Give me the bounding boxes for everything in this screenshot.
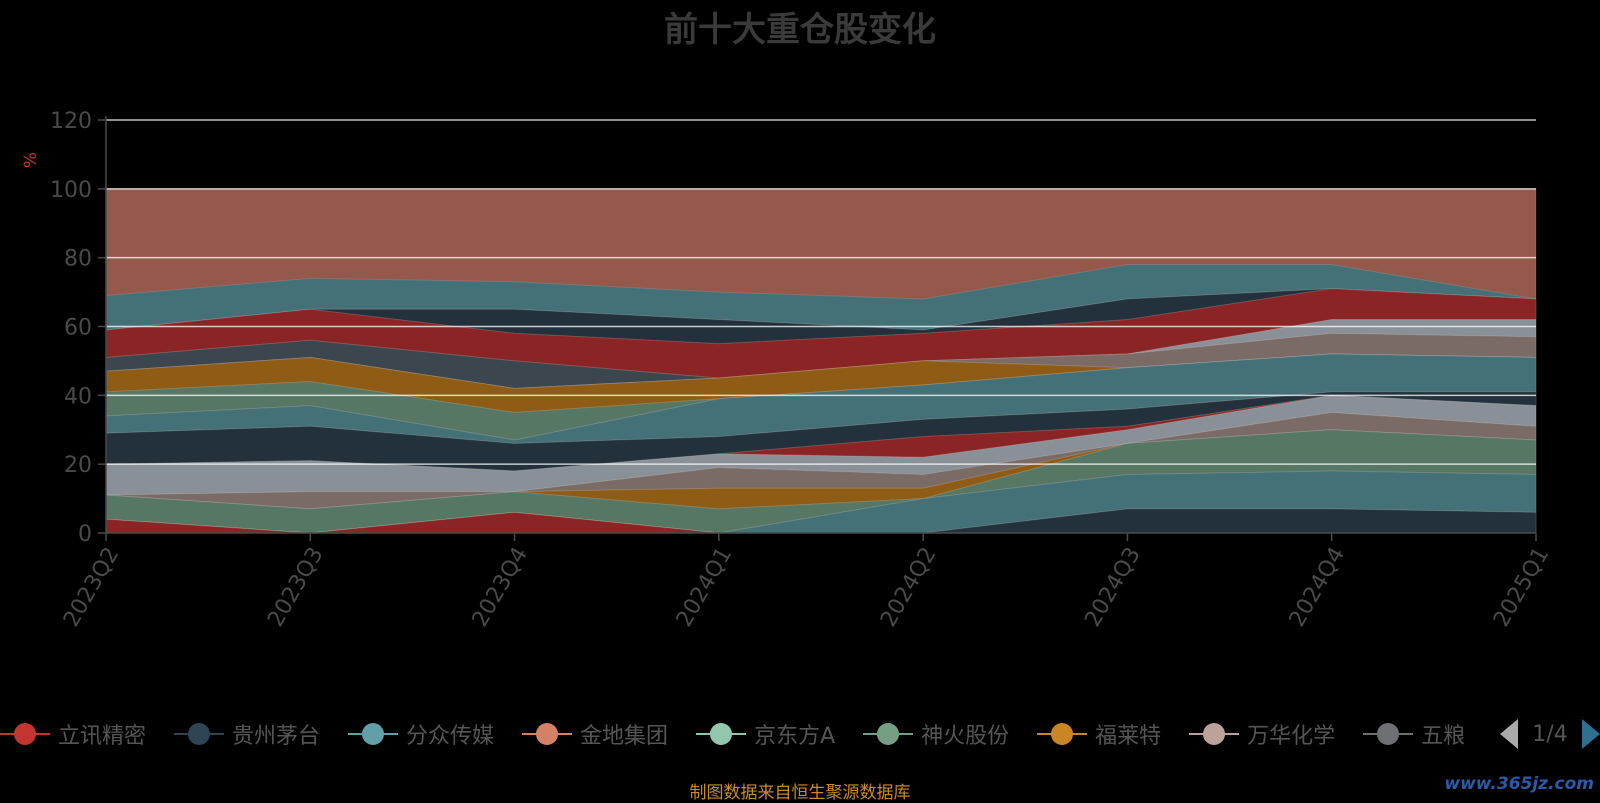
x-tick-label: 2023Q2 [59, 543, 124, 631]
legend-pager: 1/4 [1500, 718, 1600, 750]
y-tick-label: 40 [64, 384, 92, 409]
legend-marker-icon [1037, 722, 1088, 746]
y-tick-label: 100 [50, 178, 92, 203]
grid-lines [106, 119, 1536, 465]
legend-marker-icon [696, 722, 747, 746]
y-tick-label: 120 [50, 109, 92, 134]
y-axis-label: % [21, 152, 41, 168]
legend-label: 分众传媒 [406, 724, 495, 749]
legend-label: 万华化学 [1247, 724, 1336, 749]
x-tick-label: 2024Q4 [1285, 543, 1350, 631]
legend-next-arrow-icon[interactable] [1582, 719, 1600, 749]
legend-prev-arrow-icon[interactable] [1500, 719, 1518, 749]
legend-label: 五粮 [1421, 724, 1466, 749]
legend-page-indicator: 1/4 [1532, 721, 1568, 747]
y-tick-label: 20 [64, 453, 92, 478]
legend-item[interactable]: 分众传媒 [348, 718, 494, 750]
legend-marker-icon [1189, 722, 1240, 746]
source-note: 制图数据来自恒生聚源数据库 [689, 783, 911, 803]
y-tick-label: 80 [64, 247, 92, 272]
area-layer-8 [105, 353, 1537, 441]
area-layer-13 [105, 412, 1537, 510]
legend-marker-icon [0, 722, 50, 746]
x-tick-label: 2023Q4 [468, 543, 533, 631]
legend: 立讯精密 贵州茅台 分众传媒 金地集团 京东方A 神火股份 福莱特 万华化学 五粮 [0, 712, 1500, 756]
legend-label: 京东方A [754, 724, 836, 749]
x-tick-label: 2025Q1 [1489, 543, 1554, 631]
legend-item[interactable]: 金地集团 [522, 718, 668, 750]
legend-marker-icon [348, 722, 399, 746]
legend-item[interactable]: 京东方A [696, 718, 835, 750]
chart-title: 前十大重仓股变化 [664, 10, 936, 50]
x-tick-label: 2024Q2 [876, 543, 941, 631]
legend-marker-icon [174, 722, 225, 746]
legend-marker-icon [522, 722, 573, 746]
legend-label: 金地集团 [580, 724, 669, 749]
legend-item[interactable]: 五粮 [1363, 718, 1465, 750]
x-tick-label: 2023Q3 [263, 543, 328, 631]
legend-label: 福莱特 [1095, 724, 1162, 749]
x-tick-label: 2024Q3 [1080, 543, 1145, 631]
y-tick-label: 60 [64, 316, 92, 341]
legend-item[interactable]: 神火股份 [863, 718, 1009, 750]
legend-item[interactable]: 贵州茅台 [174, 718, 320, 750]
legend-item[interactable]: 福莱特 [1037, 718, 1161, 750]
y-tick-label: 0 [78, 522, 92, 547]
legend-label: 神火股份 [921, 724, 1010, 749]
area-layers [105, 188, 1537, 534]
x-tick-label: 2024Q1 [672, 543, 737, 631]
legend-label: 贵州茅台 [232, 724, 321, 749]
legend-label: 立讯精密 [58, 724, 147, 749]
watermark-logo: www.365jz.com [1444, 774, 1594, 794]
area-layer-6 [105, 332, 1537, 389]
legend-item[interactable]: 万华化学 [1189, 718, 1335, 750]
legend-marker-icon [1363, 722, 1414, 746]
legend-marker-icon [863, 722, 914, 746]
legend-item[interactable]: 立讯精密 [0, 718, 146, 750]
